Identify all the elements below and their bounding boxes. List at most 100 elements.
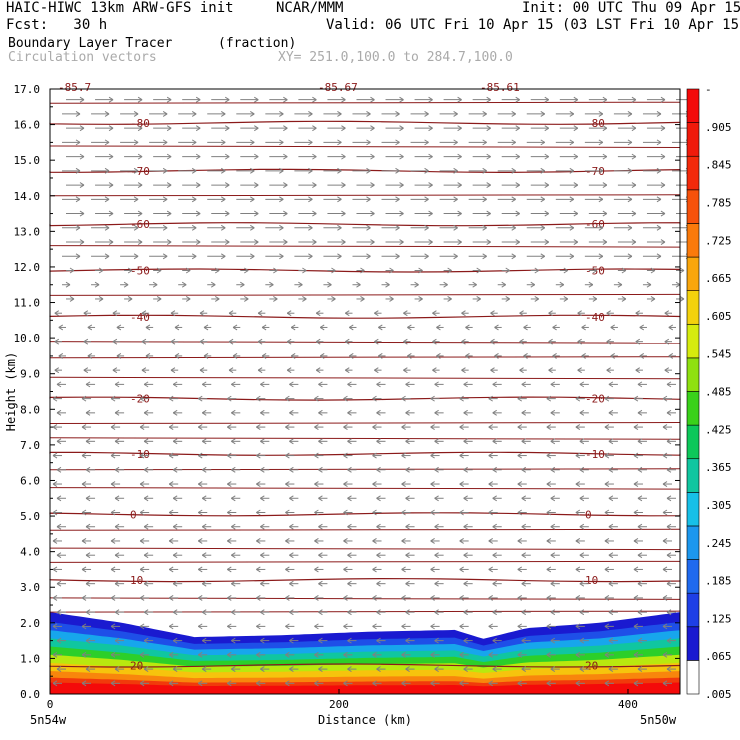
x-axis-title: Distance (km) xyxy=(318,713,412,727)
contour--60 xyxy=(49,222,681,227)
vector-arrowhead xyxy=(168,395,174,402)
vector-arrowhead xyxy=(492,495,497,502)
colorbar-label: .125 xyxy=(705,612,732,625)
vector-arrowhead xyxy=(482,196,487,203)
vector-arrowhead xyxy=(318,552,323,559)
vector-arrowhead xyxy=(579,495,585,502)
vector-arrowhead xyxy=(501,281,506,288)
vector-arrowhead xyxy=(201,552,207,559)
vector-arrowhead xyxy=(260,523,265,530)
vector-arrowhead xyxy=(286,367,292,374)
vector-arrowhead xyxy=(254,96,259,103)
vector-arrowhead xyxy=(197,452,203,459)
vector-arrowhead xyxy=(283,239,288,245)
vector-arrowhead xyxy=(401,623,406,630)
vector-arrowhead xyxy=(58,352,64,359)
vector-arrowhead xyxy=(79,125,85,132)
vector-arrowhead xyxy=(660,125,666,132)
vector-arrowhead xyxy=(573,182,579,189)
vector-arrowhead xyxy=(283,153,288,160)
vector-arrowhead xyxy=(256,509,261,516)
vector-arrowhead xyxy=(168,680,174,687)
vector-arrowhead xyxy=(143,666,149,673)
vector-arrowhead xyxy=(197,481,203,487)
vector-arrowhead xyxy=(108,239,114,245)
vector-arrowhead xyxy=(492,409,497,416)
vector-arrowhead xyxy=(679,267,685,274)
vector-arrowhead xyxy=(436,352,441,359)
vector-arrowhead xyxy=(432,338,437,345)
vector-arrowhead xyxy=(401,680,406,687)
vector-arrowhead xyxy=(220,139,226,146)
vector-arrowhead xyxy=(463,381,468,388)
vector-arrowhead xyxy=(463,495,468,502)
vector-arrowhead xyxy=(575,509,581,516)
vector-arrowhead xyxy=(432,310,437,317)
vector-arrowhead xyxy=(79,153,85,160)
vector-arrowhead xyxy=(166,125,172,132)
vector-arrowhead xyxy=(289,580,294,587)
vector-arrowhead xyxy=(214,296,220,302)
vector-arrowhead xyxy=(546,538,552,544)
vector-arrowhead xyxy=(372,509,377,516)
vector-arrowhead xyxy=(372,538,377,544)
vector-arrowhead xyxy=(168,623,174,630)
vector-arrowhead xyxy=(575,566,581,573)
vector-arrowhead xyxy=(376,580,381,587)
vector-arrowhead xyxy=(579,381,585,388)
vector-arrowhead xyxy=(104,110,110,117)
vector-arrowhead xyxy=(56,381,62,388)
colorbar-segment xyxy=(686,424,700,460)
vector-arrowhead xyxy=(250,253,255,260)
colorbar-segment xyxy=(686,492,700,527)
vector-arrowhead xyxy=(224,153,230,160)
vector-arrowhead xyxy=(662,481,668,487)
vector-arrowhead xyxy=(279,110,284,117)
colorbar-segment xyxy=(686,559,700,594)
vector-arrowhead xyxy=(465,352,470,359)
vector-arrowhead xyxy=(544,210,550,217)
vector-arrowhead xyxy=(666,637,672,644)
vector-arrowhead xyxy=(521,580,527,587)
vector-arrowhead xyxy=(85,466,91,473)
vector-arrowhead xyxy=(546,594,552,601)
vector-arrowhead xyxy=(405,552,410,559)
vector-arrowhead xyxy=(231,637,236,644)
vector-arrowhead xyxy=(172,609,178,616)
vector-arrowhead xyxy=(405,580,410,587)
vector-arrowhead xyxy=(430,680,435,687)
vector-arrowhead xyxy=(172,381,178,388)
vector-arrowhead xyxy=(639,324,645,331)
vector-arrowhead xyxy=(224,96,230,103)
vector-arrowhead xyxy=(337,196,342,203)
vector-arrowhead xyxy=(573,96,579,103)
vector-arrowhead xyxy=(349,324,354,331)
vector-arrowhead xyxy=(434,438,439,445)
contour-minor-5 xyxy=(49,341,681,344)
contour-minor-2 xyxy=(49,194,681,197)
vector-arrowhead xyxy=(662,594,668,601)
vector-arrowhead xyxy=(347,438,352,445)
vector-arrowhead xyxy=(195,153,201,160)
vector-arrowhead xyxy=(201,495,207,502)
vector-arrowhead xyxy=(139,509,145,516)
vector-arrowhead xyxy=(405,609,410,616)
vector-arrowhead xyxy=(517,566,523,573)
vector-arrowhead xyxy=(337,139,342,146)
org-label: NCAR/MMM xyxy=(276,0,344,16)
vector-arrowhead xyxy=(83,310,89,317)
colorbar-segment xyxy=(686,391,700,426)
vector-arrowhead xyxy=(81,538,87,544)
vector-arrowhead xyxy=(65,281,71,288)
vector-arrowhead xyxy=(461,367,466,374)
vector-arrowhead xyxy=(52,680,58,687)
contour-minor-12 xyxy=(49,528,681,531)
y-tick-label: 16.0 xyxy=(14,119,41,132)
colorbar-label: .485 xyxy=(705,386,732,399)
vector-arrowhead xyxy=(428,210,433,217)
vector-arrowhead xyxy=(637,637,643,644)
vector-arrowhead xyxy=(631,96,637,103)
vector-arrowhead xyxy=(459,395,464,402)
vector-arrowhead xyxy=(285,509,290,516)
vector-arrowhead xyxy=(172,637,178,644)
